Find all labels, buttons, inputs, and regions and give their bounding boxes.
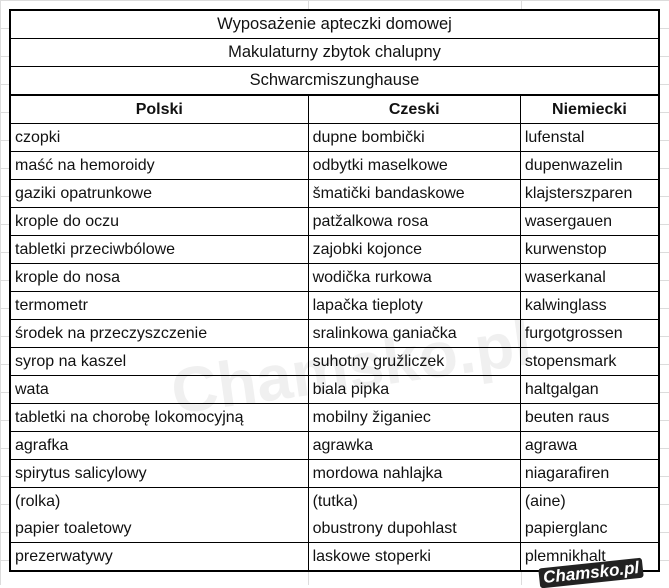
cell-polski[interactable]: krople do oczu [9, 207, 309, 236]
cell-czeski[interactable]: lapačka tieploty [307, 291, 521, 320]
title-cell-czech[interactable]: Makulaturny zbytok chalupny [9, 38, 660, 67]
cell-czeski[interactable]: šmatički bandaskowe [307, 179, 521, 208]
table-row: prezerwatywy laskowe stoperki plemnikhalt [9, 542, 660, 572]
cell-polski[interactable]: agrafka [9, 431, 309, 460]
cell-czeski[interactable]: patžalkowa rosa [307, 207, 521, 236]
cell-czeski[interactable]: agrawka [307, 431, 521, 460]
cell-niemiecki[interactable]: lufenstal [519, 123, 660, 152]
cell-polski[interactable]: czopki [9, 123, 309, 152]
table-row: wata biala pipka haltgalgan [9, 375, 660, 404]
cell-polski[interactable]: tabletki przeciwbólowe [9, 235, 309, 264]
cell-polski[interactable]: krople do nosa [9, 263, 309, 292]
cell-czeski[interactable]: odbytki maselkowe [307, 151, 521, 180]
table-row: czopki dupne bombički lufenstal [9, 123, 660, 152]
table-row: maść na hemoroidy odbytki maselkowe dupenw… [9, 151, 660, 180]
cell-polski[interactable]: termometr [9, 291, 309, 320]
cell-niemiecki[interactable]: (aine) [519, 487, 660, 515]
cell-polski[interactable]: gaziki opatrunkowe [9, 179, 309, 208]
cell-niemiecki[interactable]: stopensmark [519, 347, 660, 376]
cell-niemiecki[interactable]: beuten raus [519, 403, 660, 432]
table-row: papier toaletowy obustrony dupohlast papie… [9, 515, 660, 543]
table-row: krople do nosa wodička rurkowa waserkanal [9, 263, 660, 292]
header-row: Polski Czeski Niemiecki [9, 94, 660, 124]
cell-polski[interactable]: papier toaletowy [9, 515, 309, 543]
cell-polski[interactable]: prezerwatywy [9, 542, 309, 572]
cell-niemiecki[interactable]: klajsterszparen [519, 179, 660, 208]
header-niemiecki[interactable]: Niemiecki [519, 94, 660, 124]
table-row: tabletki na chorobę lokomocyjną mobilny ž… [9, 403, 660, 432]
cell-niemiecki[interactable]: furgotgrossen [519, 319, 660, 348]
title-cell-german[interactable]: Schwarcmiszunghause [9, 66, 660, 96]
cell-niemiecki[interactable]: kalwinglass [519, 291, 660, 320]
cell-niemiecki[interactable]: agrawa [519, 431, 660, 460]
cell-czeski[interactable]: biala pipka [307, 375, 521, 404]
table-row: (rolka) (tutka) (aine) [9, 487, 660, 515]
cell-czeski[interactable]: mobilny žiganiec [307, 403, 521, 432]
cell-czeski[interactable]: dupne bombički [307, 123, 521, 152]
table-row: krople do oczu patžalkowa rosa wasergauen [9, 207, 660, 236]
cell-czeski[interactable]: mordowa nahlajka [307, 459, 521, 488]
table-row: syrop na kaszel suhotny gružliczek stopens… [9, 347, 660, 376]
table-row: termometr lapačka tieploty kalwinglass [9, 291, 660, 320]
cell-niemiecki[interactable]: wasergauen [519, 207, 660, 236]
cell-niemiecki[interactable]: dupenwazelin [519, 151, 660, 180]
cell-niemiecki[interactable]: kurwenstop [519, 235, 660, 264]
cell-polski[interactable]: maść na hemoroidy [9, 151, 309, 180]
table-row: gaziki opatrunkowe šmatički bandaskowe kla… [9, 179, 660, 208]
cell-polski[interactable]: środek na przeczyszczenie [9, 319, 309, 348]
table-row: spirytus salicylowy mordowa nahlajka niaga… [9, 459, 660, 488]
cell-niemiecki[interactable]: waserkanal [519, 263, 660, 292]
table-row: środek na przeczyszczenie sralinkowa gani… [9, 319, 660, 348]
table-row: agrafka agrawka agrawa [9, 431, 660, 460]
cell-czeski[interactable]: obustrony dupohlast [307, 515, 521, 543]
cell-niemiecki[interactable]: niagarafiren [519, 459, 660, 488]
header-polski[interactable]: Polski [9, 94, 309, 124]
cell-polski[interactable]: wata [9, 375, 309, 404]
cell-czeski[interactable]: sralinkowa ganiačka [307, 319, 521, 348]
cell-czeski[interactable]: (tutka) [307, 487, 521, 515]
cell-polski[interactable]: (rolka) [9, 487, 309, 515]
cell-niemiecki[interactable]: haltgalgan [519, 375, 660, 404]
table-row: tabletki przeciwbólowe zajobki kojonce kur… [9, 235, 660, 264]
cell-czeski[interactable]: wodička rurkowa [307, 263, 521, 292]
cell-niemiecki[interactable]: papierglanc [519, 515, 660, 543]
cell-czeski[interactable]: suhotny gružliczek [307, 347, 521, 376]
translation-table: Wyposażenie apteczki domowej Makulaturny… [9, 9, 660, 572]
cell-polski[interactable]: syrop na kaszel [9, 347, 309, 376]
title-cell-polish[interactable]: Wyposażenie apteczki domowej [9, 9, 660, 39]
cell-czeski[interactable]: zajobki kojonce [307, 235, 521, 264]
cell-polski[interactable]: tabletki na chorobę lokomocyjną [9, 403, 309, 432]
cell-czeski[interactable]: laskowe stoperki [307, 542, 521, 572]
cell-polski[interactable]: spirytus salicylowy [9, 459, 309, 488]
header-czeski[interactable]: Czeski [307, 94, 521, 124]
